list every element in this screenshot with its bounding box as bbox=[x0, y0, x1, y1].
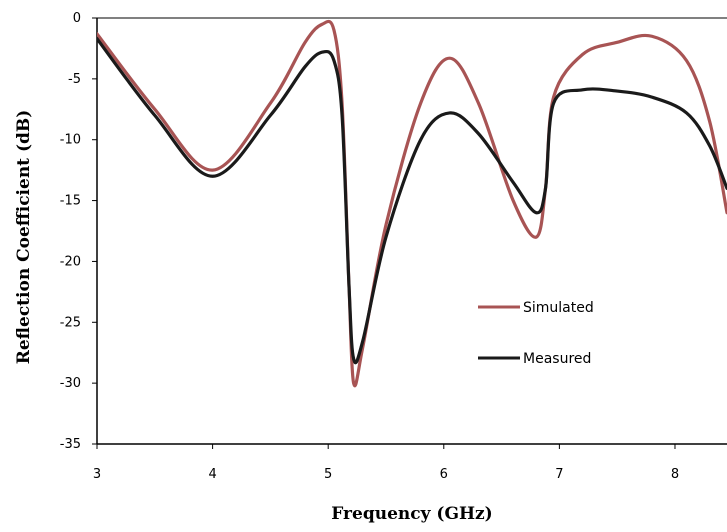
legend-label: Measured bbox=[523, 351, 591, 367]
legend-item-measured: Measured bbox=[478, 351, 591, 367]
x-axis-title: Frequency (GHz) bbox=[331, 504, 492, 524]
y-axis-title: Reflection Coefficient (dB) bbox=[14, 110, 34, 365]
y-tick-label: 0 bbox=[73, 11, 81, 26]
x-tick-label: 7 bbox=[555, 467, 563, 482]
legend-label: Simulated bbox=[523, 300, 594, 316]
y-tick-label: -5 bbox=[68, 72, 81, 87]
series-line-simulated bbox=[97, 19, 727, 388]
axes bbox=[92, 17, 727, 449]
y-tick-label: -20 bbox=[60, 254, 81, 269]
legend: Simulated Measured bbox=[478, 300, 594, 367]
y-tick-label: -25 bbox=[60, 315, 81, 330]
legend-item-simulated: Simulated bbox=[478, 300, 594, 316]
x-tick-label: 4 bbox=[208, 467, 216, 482]
series-lines bbox=[97, 19, 727, 388]
tick-labels: 0 -5 -10 -15 -20 -25 -30 -35 3 4 5 6 7 8 bbox=[60, 11, 679, 482]
x-tick-label: 5 bbox=[324, 467, 332, 482]
y-tick-label: -30 bbox=[60, 376, 81, 391]
x-tick-label: 8 bbox=[671, 467, 679, 482]
y-tick-label: -15 bbox=[60, 194, 81, 209]
y-tick-label: -10 bbox=[60, 133, 81, 148]
x-tick-label: 6 bbox=[440, 467, 448, 482]
y-tick-label: -35 bbox=[60, 437, 81, 452]
x-tick-label: 3 bbox=[93, 467, 101, 482]
series-line-measured bbox=[97, 37, 727, 365]
